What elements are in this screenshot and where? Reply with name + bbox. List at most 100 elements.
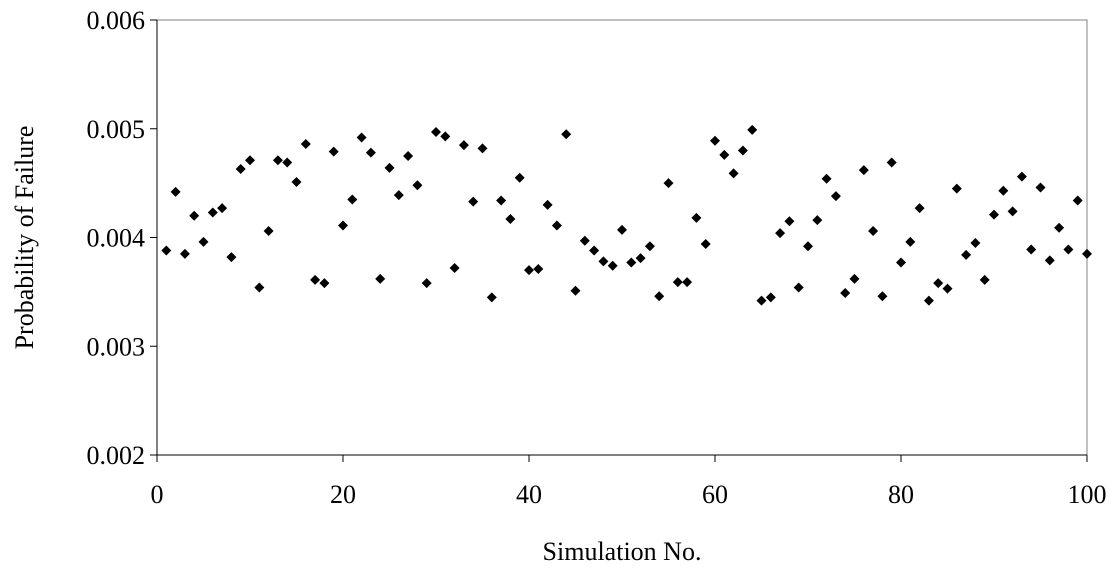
data-point	[812, 215, 823, 226]
x-tick-label: 100	[1068, 480, 1107, 509]
data-point	[300, 138, 311, 149]
data-point	[849, 273, 860, 284]
x-tick-label: 0	[151, 480, 164, 509]
data-point	[551, 220, 562, 231]
data-point	[877, 291, 888, 302]
data-point	[440, 131, 451, 142]
data-point	[589, 245, 600, 256]
data-point	[468, 196, 479, 207]
data-point	[654, 291, 665, 302]
data-point	[672, 277, 683, 288]
data-point	[198, 236, 209, 247]
data-point	[533, 264, 544, 275]
data-point	[756, 295, 767, 306]
data-point	[1082, 248, 1092, 259]
data-point	[1054, 222, 1065, 233]
data-point	[830, 191, 841, 202]
data-point	[710, 135, 720, 146]
data-point	[235, 163, 246, 174]
data-point	[905, 236, 916, 247]
data-point	[421, 278, 432, 289]
data-point	[840, 287, 851, 298]
data-point	[1044, 255, 1055, 266]
data-point	[458, 140, 469, 151]
data-point	[486, 292, 497, 303]
data-point	[998, 185, 1009, 196]
data-point	[412, 180, 423, 191]
y-tick-label: 0.003	[87, 332, 146, 361]
data-point	[356, 132, 367, 143]
y-tick-label: 0.005	[87, 115, 146, 144]
data-point	[821, 173, 832, 184]
data-point	[384, 162, 395, 173]
data-point	[886, 157, 897, 168]
data-point	[635, 253, 646, 264]
data-point	[254, 282, 265, 293]
data-point	[682, 277, 693, 288]
data-point	[979, 274, 990, 285]
data-point	[338, 220, 348, 231]
data-point	[524, 265, 534, 276]
data-point	[942, 283, 953, 294]
data-point	[347, 194, 358, 205]
y-axis-title: Probability of Failure	[10, 126, 39, 350]
data-point	[644, 241, 655, 252]
data-point	[291, 177, 302, 188]
data-point	[393, 190, 404, 201]
data-point	[263, 225, 274, 236]
data-point	[803, 241, 813, 252]
data-point	[719, 149, 730, 160]
data-point	[923, 295, 934, 306]
data-point	[496, 195, 507, 206]
data-point	[579, 235, 590, 246]
data-point	[514, 172, 525, 183]
data-point	[989, 209, 999, 220]
x-tick-label: 60	[702, 480, 728, 509]
data-point	[375, 273, 386, 284]
data-point	[970, 237, 981, 248]
data-point	[598, 256, 609, 267]
data-point	[747, 124, 758, 135]
data-point	[663, 178, 674, 189]
data-point	[272, 155, 283, 166]
data-point	[161, 245, 172, 256]
data-point	[951, 183, 962, 194]
data-point	[1016, 171, 1027, 182]
x-tick-label: 20	[330, 480, 356, 509]
data-point	[793, 282, 804, 293]
data-point	[542, 199, 553, 210]
data-point	[179, 248, 190, 259]
data-point	[1026, 244, 1037, 255]
data-points	[161, 124, 1092, 306]
y-tick-label: 0.002	[87, 441, 146, 470]
data-point	[170, 186, 181, 197]
data-point	[403, 150, 414, 161]
data-point	[245, 155, 255, 166]
data-point	[449, 262, 460, 273]
data-point	[1072, 195, 1083, 206]
data-point	[607, 260, 618, 271]
data-point	[896, 257, 906, 268]
data-point	[617, 224, 627, 235]
x-tick-label: 80	[888, 480, 914, 509]
data-point	[961, 249, 972, 260]
data-point	[626, 257, 637, 268]
x-axis-title: Simulation No.	[543, 537, 702, 566]
data-point	[328, 146, 339, 157]
data-point	[1063, 244, 1074, 255]
data-point	[561, 129, 572, 140]
data-point	[775, 228, 786, 239]
data-point	[1007, 206, 1018, 217]
data-point	[691, 212, 702, 223]
data-point	[700, 239, 711, 250]
y-axis-ticks: 0.002 0.003 0.004 0.005 0.006	[87, 6, 157, 470]
data-point	[365, 147, 376, 158]
data-point	[933, 278, 944, 289]
data-point	[858, 165, 869, 176]
data-point	[868, 225, 879, 236]
data-point	[765, 292, 776, 303]
data-point	[217, 203, 228, 214]
data-point	[319, 278, 330, 289]
data-point	[914, 203, 925, 214]
